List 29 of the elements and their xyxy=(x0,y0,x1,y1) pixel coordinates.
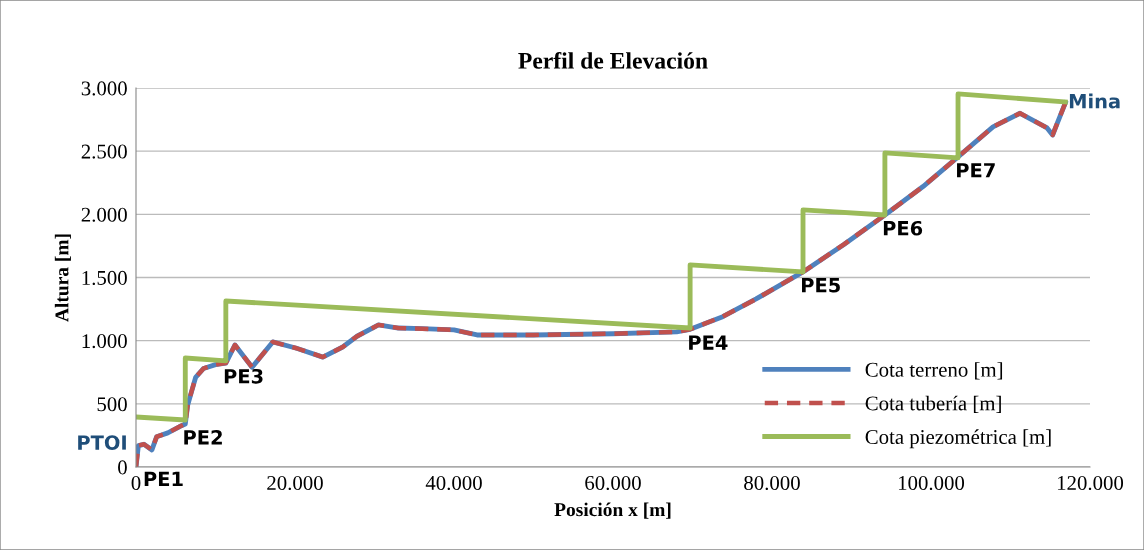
y-tick-label: 500 xyxy=(97,397,127,412)
annotation: PE4 xyxy=(689,335,728,350)
x-tick-label: 120.000 xyxy=(1057,475,1124,491)
y-tick-label: 1.000 xyxy=(82,334,127,349)
x-tick-label: 100.000 xyxy=(898,475,965,491)
y-tick-label: 1.500 xyxy=(82,270,127,286)
x-axis-title: Posición x [m] xyxy=(554,502,671,519)
x-tick-label: 0 xyxy=(131,475,141,490)
annotation: PE5 xyxy=(802,278,840,293)
x-tick-label: 40.000 xyxy=(425,475,482,491)
annotation: PE6 xyxy=(883,220,923,236)
annotation: PTOI xyxy=(78,435,126,450)
annotation: PE1 xyxy=(144,471,183,486)
legend-label: Cota terreno [m] xyxy=(865,362,1003,380)
y-tick-label: 3.000 xyxy=(81,81,127,96)
chart-title: Perfil de Elevación xyxy=(518,51,708,69)
annotation: Mina xyxy=(1069,93,1120,109)
y-tick-label: 2.500 xyxy=(81,144,127,159)
x-tick-label: 80.000 xyxy=(744,475,800,491)
legend-label: Cota tubería [m] xyxy=(865,395,1001,413)
x-tick-label: 60.000 xyxy=(585,475,641,491)
y-axis-title: Altura [m] xyxy=(54,234,71,322)
annotation: PE2 xyxy=(184,429,222,445)
legend-label: Cota piezométrica [m] xyxy=(865,429,1051,449)
annotation: PE3 xyxy=(224,368,263,384)
annotation: PE7 xyxy=(957,163,995,178)
x-tick-label: 20.000 xyxy=(267,475,323,491)
y-tick-label: 0 xyxy=(118,460,127,475)
y-tick-label: 2.000 xyxy=(81,207,127,222)
